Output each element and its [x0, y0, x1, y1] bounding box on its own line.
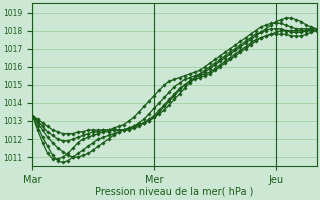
X-axis label: Pression niveau de la mer( hPa ): Pression niveau de la mer( hPa ) — [95, 187, 254, 197]
